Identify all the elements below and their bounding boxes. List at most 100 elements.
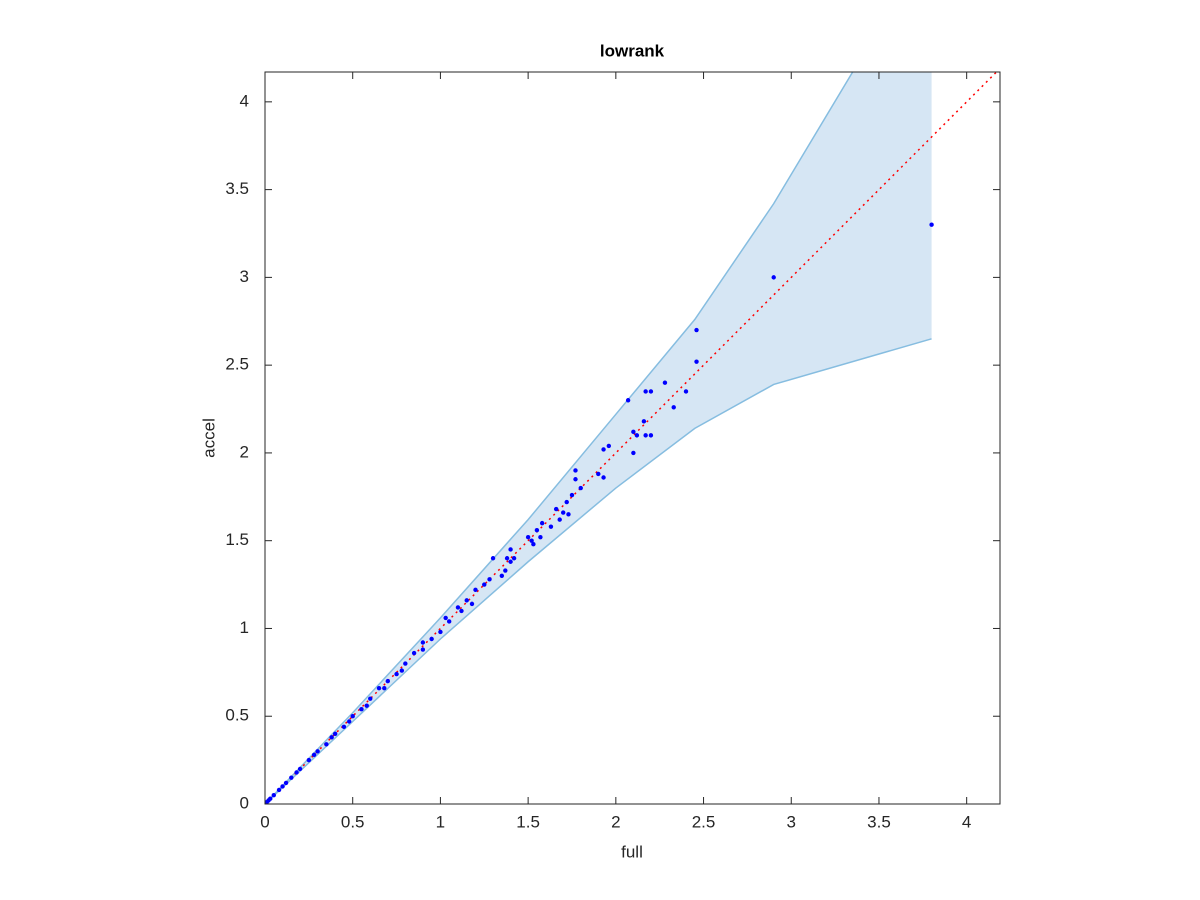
data-point [294, 770, 299, 775]
data-point [443, 615, 448, 621]
data-point [539, 520, 545, 526]
band-lower-edge [265, 338, 932, 804]
x-tick-label: 4 [962, 812, 971, 831]
data-point [601, 475, 606, 480]
data-point [648, 433, 654, 438]
data-point [557, 517, 562, 522]
data-point [634, 433, 640, 438]
data-point [771, 275, 776, 280]
data-point [643, 389, 648, 394]
data-point [473, 587, 478, 593]
data-point [403, 661, 408, 666]
y-tick-label: 1.5 [225, 530, 249, 549]
data-point [359, 707, 364, 712]
y-tick-label: 3.5 [225, 179, 249, 198]
y-tick-label: 0 [240, 793, 249, 812]
data-point [297, 766, 303, 772]
data-point [648, 389, 654, 394]
data-point [504, 556, 510, 561]
data-point [531, 542, 536, 547]
data-point [289, 775, 294, 780]
data-point [341, 724, 347, 729]
data-point [548, 524, 554, 529]
y-tick-label: 0.5 [225, 706, 249, 725]
data-point [538, 534, 543, 540]
data-point [511, 556, 517, 561]
data-point [311, 752, 317, 758]
x-tick-label: 0.5 [341, 812, 365, 831]
x-tick-label: 0 [260, 812, 269, 831]
data-point [347, 719, 352, 724]
data-point [438, 629, 443, 635]
data-point [694, 359, 699, 364]
data-point [265, 800, 269, 804]
data-point [508, 559, 513, 564]
data-point [324, 742, 329, 747]
data-point [376, 685, 382, 691]
data-point [694, 327, 699, 333]
data-point [455, 605, 461, 610]
data-point [306, 757, 312, 763]
data-point [508, 547, 513, 552]
data-point [469, 601, 475, 607]
data-point [929, 222, 934, 227]
y-tick-label: 1 [240, 618, 249, 637]
data-point [631, 429, 636, 435]
data-point [561, 510, 566, 515]
data-point [280, 784, 285, 789]
y-tick-label: 2 [240, 442, 249, 461]
data-point [487, 577, 492, 582]
data-point [276, 787, 282, 793]
data-point [529, 538, 534, 543]
data-point [525, 534, 531, 540]
y-axis-label: accel [199, 418, 218, 458]
data-point [332, 731, 338, 736]
data-point [566, 512, 571, 517]
data-point [420, 647, 426, 652]
data-point [578, 485, 583, 491]
data-point [641, 419, 647, 424]
y-tick-label: 3 [240, 267, 249, 286]
data-point [625, 398, 631, 403]
data-point [394, 671, 399, 677]
data-point [459, 608, 464, 614]
data-point [399, 668, 405, 673]
axes-box [264, 71, 1001, 805]
data-point [499, 573, 505, 578]
data-point [283, 780, 289, 786]
data-point [315, 749, 320, 754]
data-point [503, 568, 508, 573]
x-tick-label: 2.5 [692, 812, 716, 831]
data-point [683, 389, 689, 394]
data-point [534, 527, 540, 533]
confidence-band [265, 72, 932, 804]
data-point [350, 714, 355, 719]
data-point [631, 450, 636, 456]
chart-title: lowrank [600, 41, 665, 60]
data-point [446, 619, 452, 624]
data-point [429, 636, 434, 642]
data-point [596, 471, 601, 477]
data-point [271, 793, 276, 798]
plot-area [265, 72, 998, 804]
data-point [662, 380, 668, 385]
data-point [490, 556, 496, 561]
data-point [569, 492, 575, 498]
x-tick-label: 1 [436, 812, 445, 831]
data-point [420, 640, 426, 645]
x-axis-label: full [621, 842, 643, 861]
x-tick-label: 1.5 [516, 812, 540, 831]
data-point [553, 506, 559, 512]
data-point [573, 468, 578, 473]
x-tick-label: 3.5 [867, 812, 891, 831]
data-point [671, 405, 676, 410]
data-point [385, 678, 390, 684]
data-point [411, 650, 417, 656]
y-tick-label: 2.5 [225, 355, 249, 374]
data-point [368, 696, 373, 701]
y-tick-label: 4 [240, 91, 249, 110]
band-upper-edge [265, 72, 854, 804]
x-tick-label: 2 [611, 812, 620, 831]
data-point [482, 582, 487, 587]
